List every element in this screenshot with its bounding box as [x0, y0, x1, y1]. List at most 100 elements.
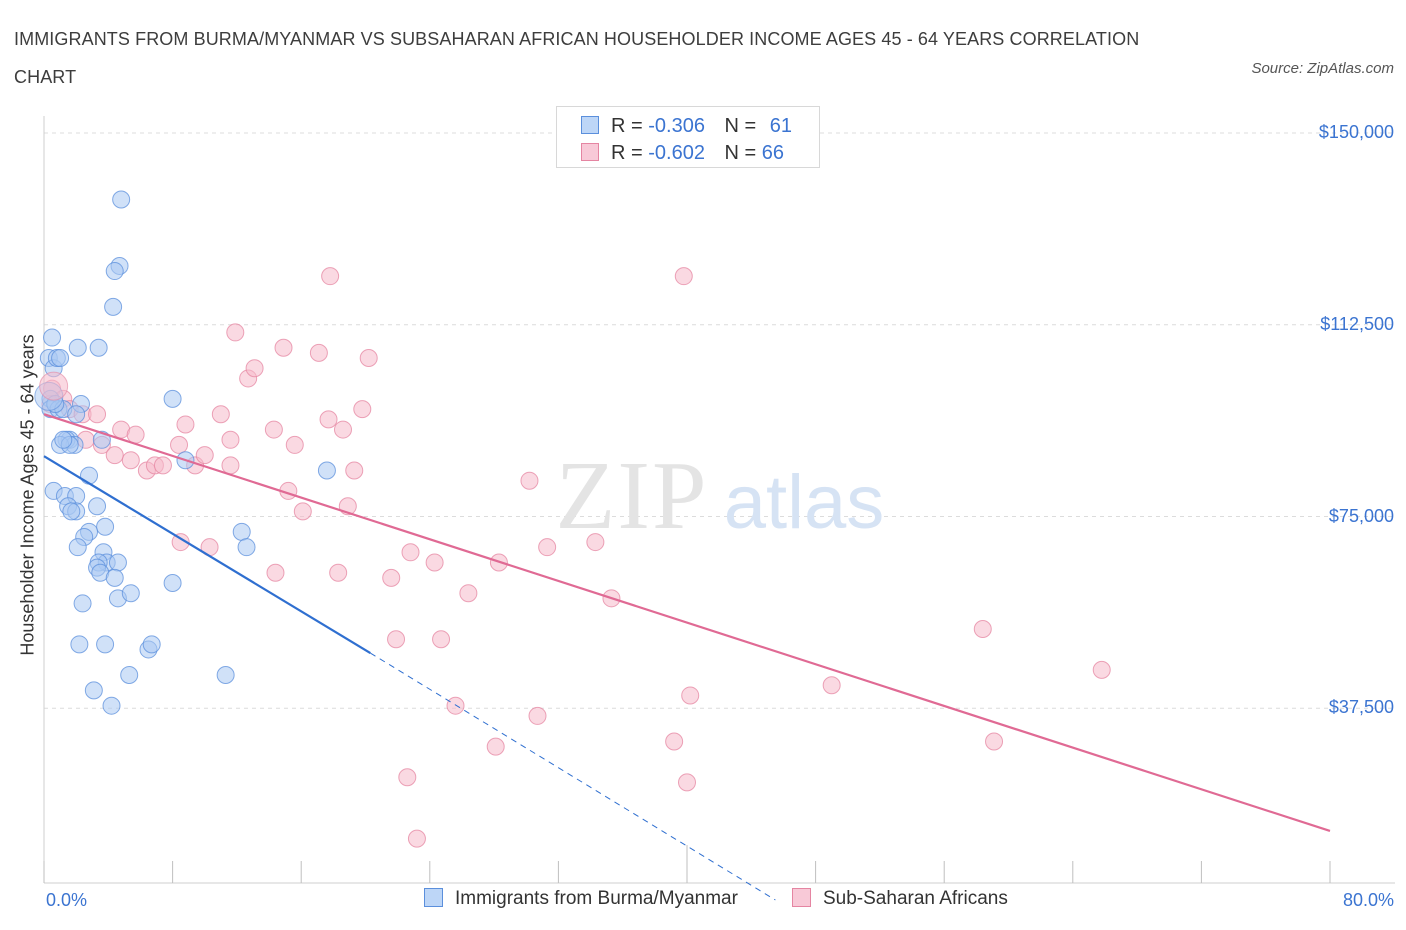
point-burma	[70, 635, 89, 654]
point-burma	[121, 584, 140, 603]
point-subsaharan	[407, 829, 426, 848]
point-subsaharan	[211, 405, 230, 424]
trendline-subsaharan	[43, 413, 1331, 833]
point-burma	[54, 430, 73, 449]
r-value-subsaharan: -0.602	[648, 142, 705, 164]
point-subsaharan	[264, 420, 283, 439]
y-tick-150000: $150,000	[1318, 122, 1394, 142]
r-value-burma: -0.306	[648, 115, 705, 137]
point-subsaharan	[973, 619, 992, 638]
point-subsaharan	[126, 425, 145, 444]
point-burma	[102, 696, 121, 715]
r-label: R =	[611, 115, 643, 137]
watermark: ZIP atlas	[556, 442, 885, 550]
point-burma	[62, 502, 81, 521]
point-subsaharan	[170, 435, 189, 454]
point-subsaharan	[319, 410, 338, 429]
point-burma	[96, 635, 115, 654]
points-layer	[34, 190, 1111, 848]
point-burma	[88, 497, 107, 516]
point-subsaharan	[293, 502, 312, 521]
point-subsaharan	[266, 563, 285, 582]
stats-legend: R = -0.306 N = 61 R = -0.602 N = 66	[556, 106, 820, 168]
point-subsaharan	[221, 430, 240, 449]
point-burma	[163, 573, 182, 592]
point-burma	[92, 430, 111, 449]
point-burma	[216, 666, 235, 685]
point-subsaharan	[353, 400, 372, 419]
point-burma	[317, 461, 336, 480]
legend-swatch-subsaharan	[792, 888, 811, 907]
point-burma	[84, 681, 103, 700]
point-subsaharan	[432, 630, 451, 649]
stats-row-subsaharan: R = -0.602 N = 66	[581, 142, 784, 168]
axis-layer	[43, 116, 1395, 884]
swatch-burma	[581, 116, 599, 134]
x-max-label: 80.0%	[1342, 890, 1394, 910]
point-burma	[105, 262, 124, 281]
point-subsaharan	[985, 732, 1004, 751]
point-burma	[232, 522, 251, 541]
trend-layer	[43, 413, 1331, 901]
point-burma	[80, 466, 99, 485]
n-value-subsaharan: 66	[761, 142, 785, 164]
stats-row-burma: R = -0.306 N = 61	[581, 115, 792, 141]
point-subsaharan	[195, 446, 214, 465]
y-axis-title: Householder Income Ages 45 - 64 years	[17, 334, 38, 656]
y-tick-75000: $75,000	[1328, 506, 1394, 526]
point-subsaharan	[538, 538, 557, 557]
point-burma	[96, 517, 115, 536]
trendline-burma	[43, 455, 371, 654]
point-subsaharan	[446, 696, 465, 715]
x-min-label: 0.0%	[46, 890, 88, 910]
point-burma	[51, 348, 70, 367]
grid-layer	[44, 132, 1395, 709]
chart-title: IMMIGRANTS FROM BURMA/MYANMAR VS SUBSAHA…	[14, 29, 1140, 87]
point-subsaharan	[359, 348, 378, 367]
point-burma	[108, 553, 127, 572]
n-value-burma: 61	[769, 115, 793, 137]
point-subsaharan	[176, 415, 195, 434]
point-subsaharan	[88, 405, 107, 424]
point-subsaharan	[401, 543, 420, 562]
point-subsaharan	[586, 533, 605, 552]
point-subsaharan	[105, 446, 124, 465]
point-subsaharan	[285, 435, 304, 454]
point-subsaharan	[329, 563, 348, 582]
point-subsaharan	[274, 338, 293, 357]
point-subsaharan	[674, 267, 693, 286]
point-burma	[89, 338, 108, 357]
point-burma	[105, 568, 124, 587]
point-burma	[237, 538, 256, 557]
point-burma	[104, 297, 123, 316]
point-burma	[163, 389, 182, 408]
legend-label-burma: Immigrants from Burma/Myanmar	[455, 888, 738, 909]
point-subsaharan	[398, 768, 417, 787]
y-tick-37500: $37,500	[1328, 697, 1394, 717]
legend-item-subsaharan[interactable]: Sub-Saharan Africans	[792, 888, 1008, 910]
trendline-burma-extension	[370, 652, 776, 901]
point-subsaharan	[665, 732, 684, 751]
n-label: N =	[724, 142, 757, 164]
y-tick-112500: $112,500	[1320, 314, 1394, 334]
point-subsaharan	[382, 568, 401, 587]
point-burma	[67, 405, 86, 424]
point-subsaharan	[333, 420, 352, 439]
point-subsaharan	[153, 456, 172, 475]
point-subsaharan	[221, 456, 240, 475]
point-burma	[73, 594, 92, 613]
point-subsaharan	[520, 471, 539, 490]
point-subsaharan	[528, 706, 547, 725]
point-subsaharan	[681, 686, 700, 705]
source-label: Source: ZipAtlas.com	[1251, 60, 1394, 77]
swatch-subsaharan	[581, 143, 599, 161]
point-subsaharan	[486, 737, 505, 756]
point-subsaharan	[245, 359, 264, 378]
point-burma	[120, 666, 139, 685]
legend-swatch-burma	[424, 888, 443, 907]
point-subsaharan	[1092, 660, 1111, 679]
watermark-zip: ZIP	[556, 442, 709, 550]
point-subsaharan	[822, 676, 841, 695]
legend-item-burma[interactable]: Immigrants from Burma/Myanmar	[424, 888, 738, 910]
